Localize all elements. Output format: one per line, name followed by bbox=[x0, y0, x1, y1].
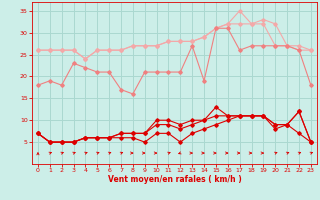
X-axis label: Vent moyen/en rafales ( km/h ): Vent moyen/en rafales ( km/h ) bbox=[108, 175, 241, 184]
